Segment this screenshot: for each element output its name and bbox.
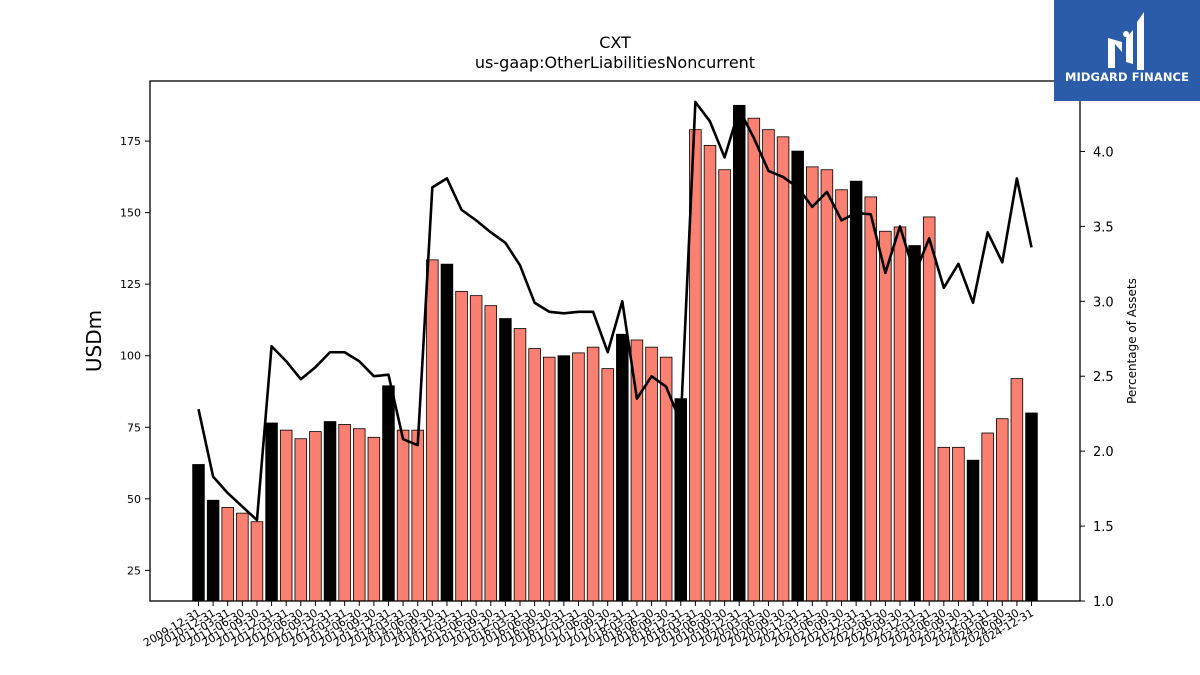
plot-frame — [149, 80, 1081, 602]
midgard-finance-logo: MIDGARD FINANCE — [1054, 0, 1200, 101]
bar-2012-06-30 — [294, 438, 308, 602]
bar-series — [192, 104, 1038, 602]
bar-2017-06-30 — [586, 346, 600, 602]
bar-2024-03-31 — [981, 432, 994, 602]
bar-2011-03-31 — [221, 507, 234, 602]
y2-tick-label: 2.0 — [1093, 445, 1114, 460]
logo-text: MIDGARD FINANCE — [1064, 70, 1190, 84]
bar-2022-09-30 — [893, 226, 907, 602]
bar-2022-12-31 — [908, 245, 921, 602]
bar-2014-06-30 — [411, 429, 424, 602]
bar-2015-03-31 — [455, 290, 468, 602]
y2-axis-label: Percentage of Assets — [1125, 278, 1139, 404]
bar-2019-12-31 — [732, 104, 746, 602]
bar-2013-09-30 — [367, 436, 381, 602]
y2-tick-label: 3.5 — [1093, 220, 1114, 235]
bar-2015-06-30 — [469, 295, 483, 602]
bar-2012-03-31 — [279, 429, 293, 602]
bar-2011-09-30 — [250, 521, 264, 602]
bar-2023-09-30 — [952, 446, 965, 602]
bar-2023-06-30 — [937, 446, 951, 602]
bar-2016-12-31 — [557, 355, 571, 602]
y-tick-label: 50 — [127, 493, 141, 506]
y-tick-label: 25 — [127, 564, 141, 577]
bar-2016-03-31 — [513, 328, 527, 602]
bar-2022-06-30 — [879, 230, 892, 602]
percentage-line-series — [197, 100, 1033, 522]
bar-2020-09-30 — [776, 136, 790, 602]
y2-tick-label: 3.0 — [1093, 295, 1114, 310]
bar-2015-12-31 — [499, 318, 512, 602]
bar-2016-09-30 — [542, 356, 556, 602]
bar-2020-03-31 — [747, 117, 761, 602]
chart-subtitle: us-gaap:OtherLiabilitiesNoncurrent — [475, 53, 755, 72]
bar-2020-06-30 — [762, 129, 775, 602]
bar-2021-03-31 — [806, 166, 819, 602]
bar-2011-12-31 — [265, 422, 278, 602]
y-tick-label: 125 — [120, 278, 141, 291]
chart-title: CXT — [599, 33, 631, 52]
bar-2017-12-31 — [616, 333, 629, 602]
bar-2019-09-30 — [718, 169, 731, 602]
x-axis: 2009-12-312010-12-312011-03-312011-06-30… — [141, 601, 1036, 650]
bar-2011-06-30 — [236, 512, 249, 602]
bar-2022-03-31 — [864, 196, 877, 602]
bar-2024-09-30 — [1010, 378, 1024, 602]
bar-2024-06-30 — [996, 418, 1009, 602]
bar-2016-06-30 — [528, 348, 541, 602]
y2-tick-label: 4.0 — [1093, 145, 1114, 160]
bar-2021-06-30 — [820, 169, 834, 602]
y-axis-label: USDm — [82, 310, 106, 372]
bar-2015-09-30 — [484, 305, 498, 602]
y-tick-label: 175 — [120, 135, 141, 148]
bar-2013-06-30 — [353, 428, 366, 602]
bar-2014-09-30 — [426, 259, 439, 602]
bar-2021-12-31 — [849, 180, 863, 602]
y-tick-label: 75 — [127, 421, 141, 434]
y-tick-label: 100 — [120, 350, 141, 363]
bar-2009-12-31 — [192, 464, 205, 602]
y-axis-left: 25 50 75 100 125 150 175 — [120, 135, 150, 577]
bar-2020-12-31 — [791, 150, 804, 602]
bar-2012-12-31 — [323, 421, 337, 602]
bar-2023-03-31 — [922, 216, 936, 602]
bar-2013-12-31 — [382, 385, 395, 602]
y-tick-label: 150 — [120, 207, 141, 220]
bar-2023-12-31 — [966, 459, 980, 602]
bar-2014-03-31 — [396, 429, 410, 602]
bar-2018-06-30 — [645, 346, 658, 602]
y2-tick-label: 1.0 — [1093, 595, 1114, 610]
y-axis-right: 1.0 1.5 2.0 2.5 3.0 3.5 4.0 — [1080, 145, 1114, 610]
percentage-line — [197, 100, 1033, 522]
bar-2019-06-30 — [703, 144, 717, 602]
bar-2014-12-31 — [440, 263, 454, 602]
bar-2017-09-30 — [601, 368, 614, 602]
y2-tick-label: 2.5 — [1093, 370, 1114, 385]
bar-2018-12-31 — [674, 398, 688, 602]
bar-2012-09-30 — [309, 431, 322, 602]
bar-2010-12-31 — [206, 499, 220, 602]
bar-2021-09-30 — [835, 189, 848, 602]
bar-2024-12-31 — [1025, 412, 1038, 602]
bar-2013-03-31 — [338, 424, 351, 602]
bar-2017-03-31 — [572, 352, 585, 602]
y2-tick-label: 1.5 — [1093, 520, 1114, 535]
midgard-logo-icon — [1108, 12, 1144, 70]
